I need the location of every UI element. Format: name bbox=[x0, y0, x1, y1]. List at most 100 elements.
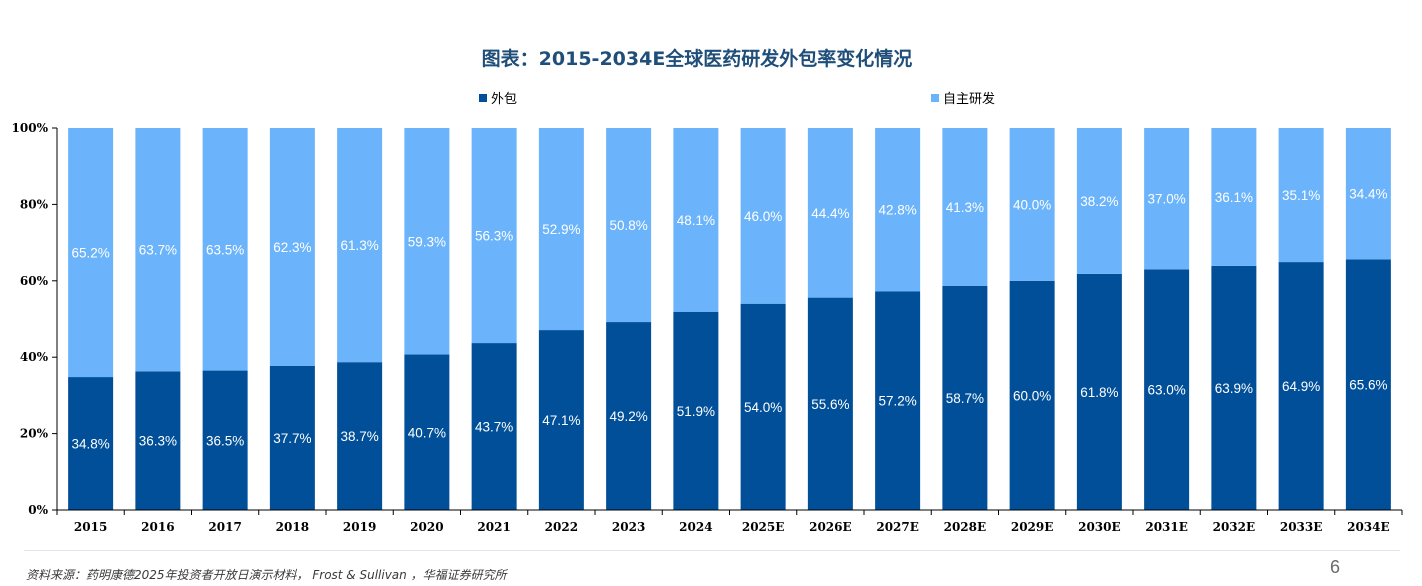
page-number: 6 bbox=[1330, 557, 1341, 577]
bar-outsourcing bbox=[807, 297, 853, 510]
x-tick-label: 2016 bbox=[141, 520, 174, 534]
x-axis: 2015 2016 2017 2018 2019 2020 2021 2022 2023 2024… bbox=[56, 509, 1403, 534]
x-tick-label: 2023 bbox=[612, 520, 645, 534]
x-tick-label: 2030E bbox=[1078, 520, 1121, 534]
data-label-outsourcing: 36.5% bbox=[206, 433, 244, 448]
bar-outsourcing bbox=[1144, 269, 1190, 510]
data-label-inhouse: 48.1% bbox=[677, 213, 715, 228]
y-tick-label: 20% bbox=[20, 427, 49, 441]
x-tick-label: 2026E bbox=[809, 520, 852, 534]
bar-inhouse bbox=[807, 128, 853, 298]
data-label-inhouse: 41.3% bbox=[946, 200, 984, 215]
data-label-inhouse: 52.9% bbox=[542, 222, 580, 237]
x-tick-label: 2019 bbox=[343, 520, 376, 534]
bar-inhouse bbox=[875, 128, 921, 292]
y-tick-label: 40% bbox=[20, 350, 49, 364]
bar-inhouse bbox=[606, 128, 652, 323]
data-label-outsourcing: 55.6% bbox=[811, 397, 849, 412]
x-tick-label: 2018 bbox=[276, 520, 309, 534]
bar-outsourcing bbox=[740, 303, 786, 510]
bar-outsourcing bbox=[606, 322, 652, 510]
data-label-inhouse: 61.3% bbox=[340, 238, 378, 253]
data-label-inhouse: 59.3% bbox=[408, 234, 446, 249]
data-label-inhouse: 63.7% bbox=[139, 243, 177, 258]
bar-outsourcing bbox=[673, 311, 719, 510]
data-label-outsourcing: 49.2% bbox=[609, 409, 647, 424]
bar-outsourcing bbox=[135, 371, 181, 510]
bar-inhouse bbox=[942, 128, 988, 286]
x-tick-label: 2033E bbox=[1280, 520, 1323, 534]
bar-inhouse bbox=[1345, 128, 1391, 260]
bar-outsourcing bbox=[538, 330, 584, 510]
source-note: 资料来源：药明康德2025年投资者开放日演示材料， Frost & Sulliv… bbox=[26, 568, 507, 582]
x-tick-label: 2031E bbox=[1145, 520, 1188, 534]
data-label-outsourcing: 40.7% bbox=[408, 425, 446, 440]
bar-inhouse bbox=[740, 128, 786, 304]
bar-outsourcing bbox=[471, 343, 517, 510]
bar-outsourcing bbox=[202, 370, 248, 510]
data-label-inhouse: 36.1% bbox=[1215, 190, 1253, 205]
legend-swatch-inhouse bbox=[931, 94, 939, 102]
data-label-outsourcing: 37.7% bbox=[273, 431, 311, 446]
data-label-outsourcing: 43.7% bbox=[475, 420, 513, 435]
x-tick-label: 2028E bbox=[944, 520, 987, 534]
x-tick-label: 2020 bbox=[410, 520, 443, 534]
data-label-outsourcing: 65.6% bbox=[1349, 378, 1387, 393]
y-axis: 0% 20% 40% 60% 80% 100% bbox=[12, 121, 58, 517]
data-label-inhouse: 44.4% bbox=[811, 206, 849, 221]
y-tick-label: 0% bbox=[28, 503, 48, 517]
x-tick-label: 2015 bbox=[74, 520, 107, 534]
data-label-outsourcing: 47.1% bbox=[542, 413, 580, 428]
data-label-inhouse: 34.4% bbox=[1349, 187, 1387, 202]
bar-inhouse bbox=[673, 128, 719, 312]
data-label-outsourcing: 51.9% bbox=[677, 404, 715, 419]
bar-inhouse bbox=[1278, 128, 1324, 263]
data-label-outsourcing: 34.8% bbox=[71, 437, 109, 452]
bar-outsourcing bbox=[337, 362, 383, 510]
bar-outsourcing bbox=[68, 377, 114, 510]
bar-outsourcing bbox=[269, 365, 315, 510]
y-tick-label: 80% bbox=[20, 197, 49, 211]
data-label-inhouse: 40.0% bbox=[1013, 197, 1051, 212]
data-label-outsourcing: 63.9% bbox=[1215, 381, 1253, 396]
x-tick-label: 2032E bbox=[1213, 520, 1256, 534]
data-label-inhouse: 50.8% bbox=[609, 218, 647, 233]
bar-outsourcing bbox=[1278, 262, 1324, 510]
data-label-outsourcing: 63.0% bbox=[1147, 383, 1185, 398]
bar-inhouse bbox=[68, 128, 114, 378]
bar-outsourcing bbox=[1345, 259, 1391, 510]
data-label-inhouse: 46.0% bbox=[744, 209, 782, 224]
data-label-outsourcing: 38.7% bbox=[340, 429, 378, 444]
data-label-inhouse: 56.3% bbox=[475, 229, 513, 244]
bar-outsourcing bbox=[1076, 273, 1122, 510]
data-label-outsourcing: 36.3% bbox=[139, 434, 177, 449]
bar-inhouse bbox=[1009, 128, 1055, 281]
bar-outsourcing bbox=[1009, 280, 1055, 510]
data-label-inhouse: 35.1% bbox=[1282, 188, 1320, 203]
x-tick-label: 2017 bbox=[208, 520, 241, 534]
data-label-inhouse: 62.3% bbox=[273, 240, 311, 255]
legend-swatch-outsourcing bbox=[479, 94, 487, 102]
bar-inhouse bbox=[202, 128, 248, 371]
bar-inhouse bbox=[337, 128, 383, 363]
data-label-outsourcing: 58.7% bbox=[946, 391, 984, 406]
bar-outsourcing bbox=[1211, 265, 1257, 510]
data-label-outsourcing: 61.8% bbox=[1080, 385, 1118, 400]
x-tick-label: 2029E bbox=[1011, 520, 1054, 534]
data-label-outsourcing: 54.0% bbox=[744, 400, 782, 415]
data-labels-group: 34.8% 65.2% 36.3% 63.7% 36.5% 63.5% 37.7% 62.3%… bbox=[71, 187, 1387, 452]
y-tick-label: 60% bbox=[20, 274, 49, 288]
bar-outsourcing bbox=[875, 291, 921, 510]
bar-inhouse bbox=[1211, 128, 1257, 266]
bar-inhouse bbox=[269, 128, 315, 366]
chart-title: 图表：2015-2034E全球医药研发外包率变化情况 bbox=[482, 47, 913, 70]
x-tick-label: 2021 bbox=[477, 520, 510, 534]
bar-outsourcing bbox=[404, 354, 450, 510]
x-tick-label: 2025E bbox=[742, 520, 785, 534]
y-tick-label: 100% bbox=[12, 121, 49, 135]
x-tick-label: 2034E bbox=[1347, 520, 1390, 534]
legend: 外包 自主研发 bbox=[479, 91, 995, 107]
footer-divider bbox=[24, 550, 1400, 551]
legend-label-inhouse: 自主研发 bbox=[943, 91, 995, 107]
